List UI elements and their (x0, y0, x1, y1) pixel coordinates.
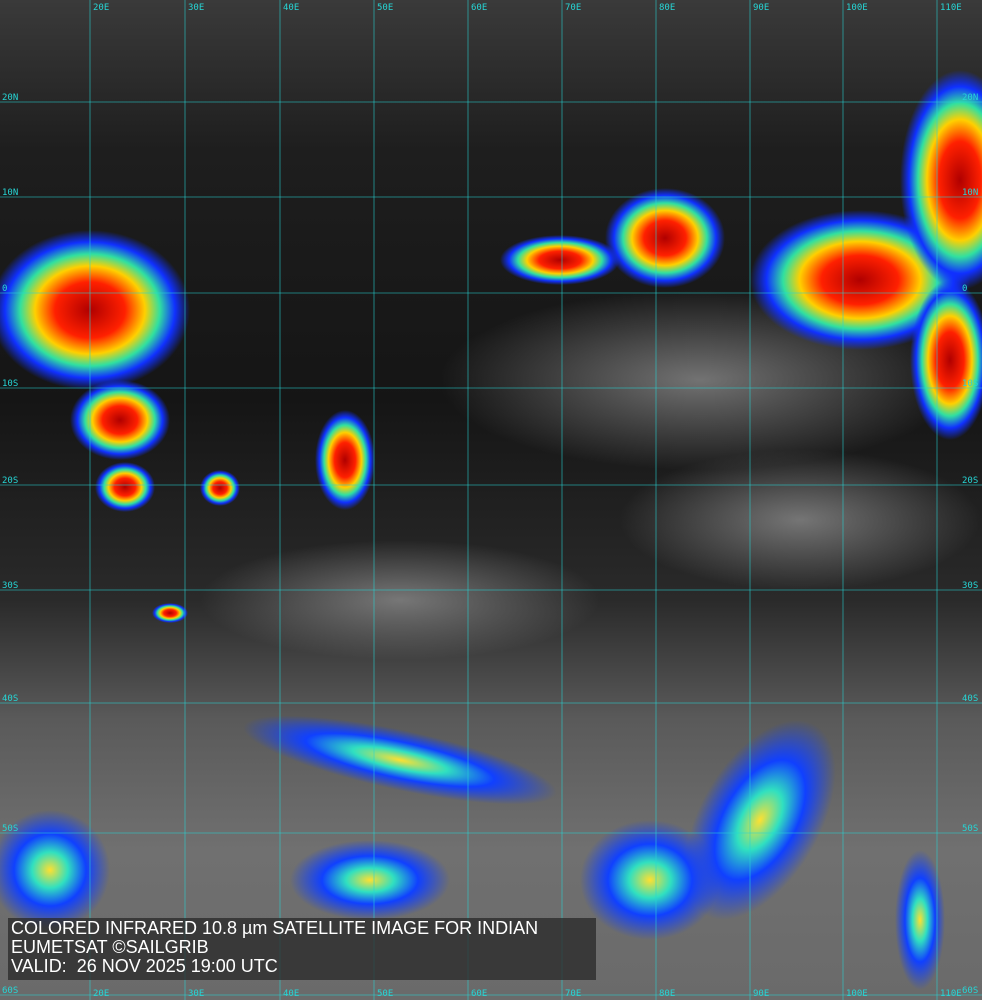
latitude-label: 10S (962, 379, 978, 389)
latitude-label: 30S (962, 581, 978, 591)
caption-valid-time: VALID: 26 NOV 2025 19:00 UTC (11, 956, 278, 976)
longitude-label: 110E (940, 3, 962, 13)
latitude-label: 40S (962, 694, 978, 704)
longitude-label: 50E (377, 989, 393, 999)
longitude-label: 100E (846, 3, 868, 13)
latitude-label: 10N (2, 188, 18, 198)
latitude-label: 10N (962, 188, 978, 198)
latitude-label: 20N (962, 93, 978, 103)
latitude-label: 20S (962, 476, 978, 486)
longitude-label: 20E (93, 989, 109, 999)
longitude-label: 60E (471, 3, 487, 13)
latitude-label: 60S (2, 986, 18, 996)
longitude-label: 30E (188, 989, 204, 999)
latitude-label: 20N (2, 93, 18, 103)
frontal-bands (0, 715, 945, 990)
longitude-label: 80E (659, 989, 675, 999)
latitude-label: 10S (2, 379, 18, 389)
latitude-label: 30S (2, 581, 18, 591)
longitude-label: 50E (377, 3, 393, 13)
longitude-label: 70E (565, 3, 581, 13)
latitude-label: 20S (2, 476, 18, 486)
longitude-label: 100E (846, 989, 868, 999)
longitude-label: 110E (940, 989, 962, 999)
latitude-label: 40S (2, 694, 18, 704)
longitude-label: 80E (659, 3, 675, 13)
longitude-label: 60E (471, 989, 487, 999)
longitude-label: 70E (565, 989, 581, 999)
longitude-label: 40E (283, 989, 299, 999)
image-caption: COLORED INFRARED 10.8 µm SATELLITE IMAGE… (8, 918, 596, 980)
latitude-label: 60S (962, 986, 978, 996)
longitude-label: 30E (188, 3, 204, 13)
longitude-label: 90E (753, 989, 769, 999)
latitude-label: 50S (962, 824, 978, 834)
longitude-label: 40E (283, 3, 299, 13)
caption-source: EUMETSAT ©SAILGRIB (11, 937, 209, 957)
convective-clouds (0, 70, 982, 623)
latitude-label: 0 (962, 284, 967, 294)
caption-title: COLORED INFRARED 10.8 µm SATELLITE IMAGE… (11, 918, 539, 938)
latitude-label: 50S (2, 824, 18, 834)
longitude-label: 90E (753, 3, 769, 13)
latitude-label: 0 (2, 284, 7, 294)
longitude-label: 20E (93, 3, 109, 13)
